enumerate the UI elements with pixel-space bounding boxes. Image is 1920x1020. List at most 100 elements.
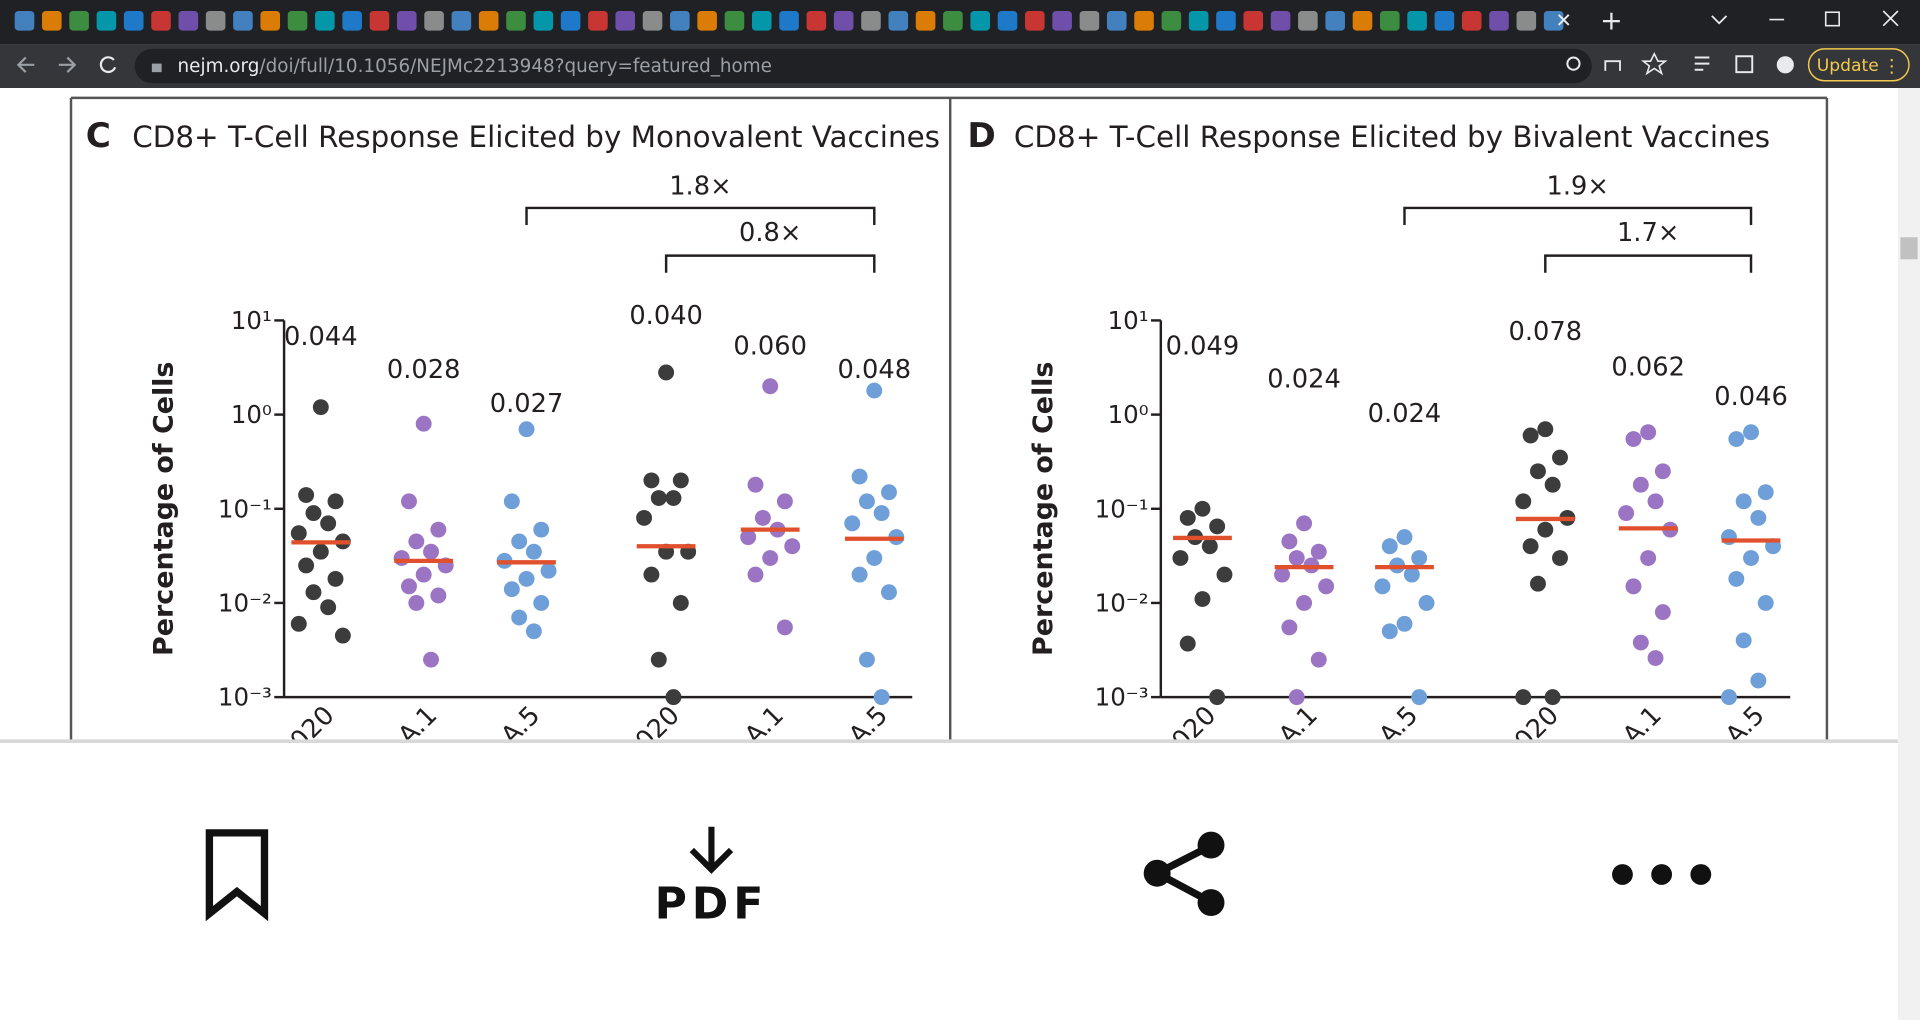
tab-favicon <box>1243 11 1264 31</box>
data-point <box>1625 578 1642 595</box>
data-point <box>327 570 344 587</box>
data-point <box>858 651 875 668</box>
y-tick-label: 10⁻³ <box>1095 683 1149 712</box>
data-point <box>430 521 447 538</box>
data-point <box>1721 689 1737 706</box>
new-tab[interactable]: + <box>1600 5 1623 36</box>
y-tick-label: 10⁻¹ <box>1095 494 1149 523</box>
reload[interactable] <box>99 56 117 74</box>
bookmark-star[interactable] <box>1640 52 1668 76</box>
data-point <box>401 493 417 510</box>
tab-favicon <box>287 11 308 31</box>
tab-search[interactable] <box>1711 15 1728 25</box>
data-point <box>873 689 890 706</box>
data-point <box>1728 570 1745 587</box>
restore[interactable] <box>1824 11 1840 27</box>
data-point <box>290 615 307 632</box>
forward[interactable] <box>58 56 77 73</box>
back[interactable] <box>16 56 35 73</box>
comparison-bracket <box>1403 206 1753 226</box>
data-point <box>1418 595 1435 611</box>
reading-list[interactable] <box>1694 56 1710 71</box>
y-tick-label: 10⁻² <box>1095 589 1149 618</box>
data-point <box>1296 595 1313 611</box>
share-icon[interactable] <box>1604 60 1621 71</box>
data-point <box>866 382 883 399</box>
y-axis-label: Percentage of Cells <box>1028 362 1059 656</box>
y-tick-label: 10⁻² <box>218 589 272 618</box>
data-point <box>636 509 653 526</box>
figure: C CD8+ T-Cell Response Elicited by Monova… <box>69 96 1829 756</box>
data-point <box>503 493 520 510</box>
data-point <box>305 505 322 522</box>
data-point <box>1281 619 1298 636</box>
comparison-bracket <box>525 206 876 226</box>
data-point <box>540 562 557 579</box>
median-label: 0.027 <box>490 389 564 419</box>
update-button[interactable] <box>1807 48 1910 82</box>
data-point <box>1403 566 1420 583</box>
data-point <box>533 595 550 611</box>
data-point <box>881 584 897 601</box>
tab-icons[interactable] <box>14 11 1564 31</box>
profile[interactable] <box>1776 56 1794 74</box>
close-tab[interactable]: ✕ <box>1555 9 1571 32</box>
data-point <box>1194 591 1211 608</box>
y-tick-label: 10⁰ <box>231 400 272 429</box>
close-window[interactable] <box>1882 10 1899 27</box>
more-button[interactable] <box>1612 864 1712 885</box>
tab-favicon <box>943 11 963 31</box>
data-point <box>312 543 329 560</box>
data-point <box>1396 615 1413 632</box>
data-point <box>1640 424 1657 441</box>
tab-favicon <box>642 11 663 31</box>
data-point <box>1310 543 1327 560</box>
data-point <box>1530 463 1546 480</box>
tab-favicon <box>260 11 281 31</box>
data-point <box>1281 533 1298 550</box>
tab-favicon <box>833 11 854 31</box>
fold-change-label: 1.7× <box>1617 218 1679 248</box>
menu[interactable]: ⋮ <box>1883 56 1901 77</box>
tab-favicon <box>1188 11 1209 31</box>
tab-favicon <box>1407 11 1427 31</box>
data-point <box>334 627 351 644</box>
y-tick-label: 10⁻³ <box>218 683 272 712</box>
side-panel[interactable] <box>1735 55 1754 74</box>
median-label: 0.060 <box>733 332 807 362</box>
data-point <box>1381 538 1398 555</box>
data-point <box>762 550 779 566</box>
data-point <box>1654 604 1671 621</box>
tab-favicon <box>560 11 581 31</box>
data-point <box>740 529 757 546</box>
share-button[interactable] <box>1143 831 1225 917</box>
scrollbar[interactable] <box>1897 88 1920 1020</box>
omnibox[interactable] <box>134 48 1592 84</box>
data-point <box>672 595 689 611</box>
data-point <box>844 515 861 532</box>
update-label: Update <box>1817 56 1879 76</box>
data-point <box>1757 484 1774 501</box>
data-point <box>1194 500 1211 517</box>
tab-favicon <box>888 11 909 31</box>
tab-favicon <box>369 11 390 31</box>
data-point <box>1537 421 1554 438</box>
url[interactable]: nejm.org/doi/full/10.1056/NEJMc2213948?q… <box>178 56 772 77</box>
data-point <box>503 581 520 598</box>
data-point <box>1374 578 1391 595</box>
scroll-thumb[interactable] <box>1900 237 1918 260</box>
bookmark-button[interactable] <box>205 829 269 922</box>
tab-favicon <box>588 11 608 31</box>
median-label: 0.046 <box>1714 382 1788 412</box>
pdf-button[interactable]: PDF <box>655 826 769 930</box>
data-point <box>1201 538 1218 555</box>
panel-letter: C <box>86 116 111 156</box>
data-point <box>1522 538 1539 555</box>
data-point <box>290 525 307 542</box>
zoom-icon[interactable] <box>1566 56 1581 71</box>
tab-favicon <box>14 11 35 31</box>
data-point <box>1396 529 1413 546</box>
data-point <box>1288 689 1305 706</box>
tab-favicon <box>1434 11 1455 31</box>
data-point <box>320 515 337 532</box>
